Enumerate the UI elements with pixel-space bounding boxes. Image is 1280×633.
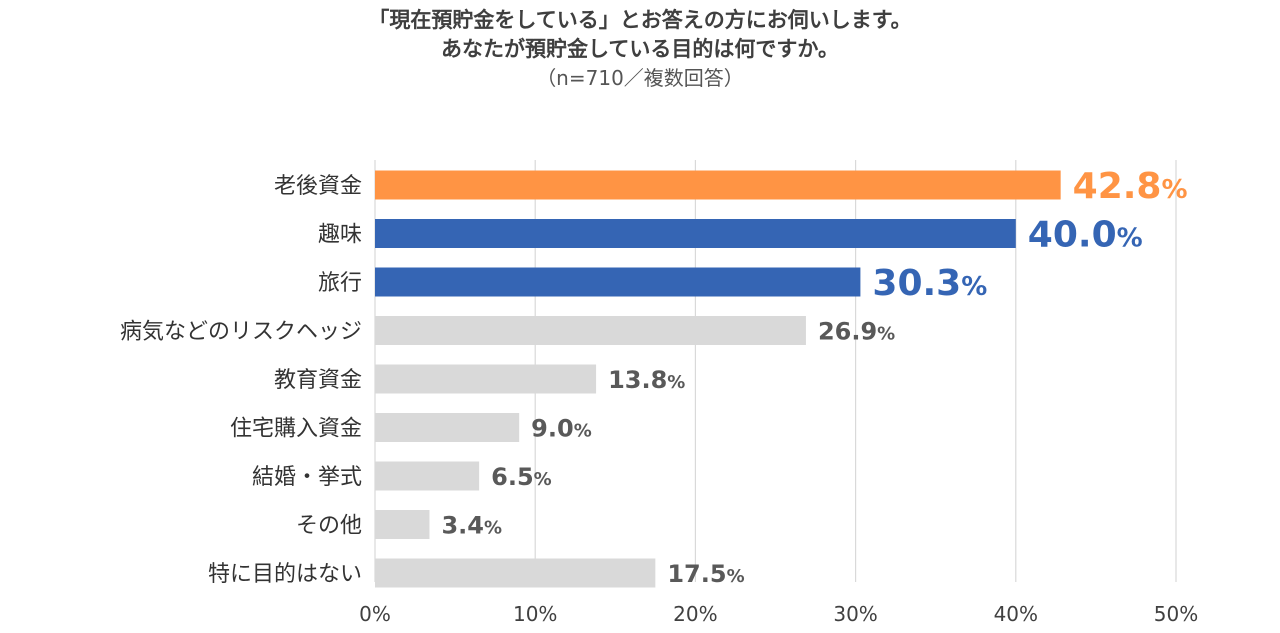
category-label-0: 老後資金 xyxy=(274,174,362,199)
chart-subtitle: （n=710／複数回答） xyxy=(536,66,744,90)
bar-6 xyxy=(375,461,480,491)
category-label-5: 住宅購入資金 xyxy=(230,417,362,442)
x-tick-label-2: 20% xyxy=(673,602,717,626)
category-label-7: その他 xyxy=(296,514,362,539)
value-label-7: 3.4% xyxy=(441,512,502,540)
value-label-3: 26.9% xyxy=(818,318,895,346)
bar-5 xyxy=(375,413,520,442)
bar-1 xyxy=(375,219,1016,248)
category-label-6: 結婚・挙式 xyxy=(252,465,362,490)
x-tick-label-4: 40% xyxy=(994,602,1038,626)
value-label-6: 6.5% xyxy=(491,463,552,491)
bar-7 xyxy=(375,510,430,539)
category-label-8: 特に目的はない xyxy=(208,562,362,587)
category-label-1: 趣味 xyxy=(318,223,362,248)
bar-3 xyxy=(375,316,806,345)
bar-8 xyxy=(375,558,656,588)
bar-4 xyxy=(375,364,597,394)
category-label-2: 旅行 xyxy=(318,271,362,296)
x-tick-label-3: 30% xyxy=(833,602,877,626)
value-label-4: 13.8% xyxy=(608,366,685,394)
x-tick-label-5: 50% xyxy=(1154,602,1198,626)
value-label-0: 42.8% xyxy=(1073,166,1188,207)
value-label-1: 40.0% xyxy=(1028,215,1143,256)
value-label-8: 17.5% xyxy=(667,560,744,588)
value-label-5: 9.0% xyxy=(531,415,592,443)
category-label-3: 病気などのリスクヘッジ xyxy=(120,320,362,345)
x-tick-label-1: 10% xyxy=(513,602,557,626)
bar-2 xyxy=(375,267,861,297)
value-label-2: 30.3% xyxy=(872,263,987,304)
chart-title-line-2: あなたが預貯金している目的は何ですか。 xyxy=(441,37,839,61)
chart-title-line-1: 「現在預貯金をしている」とお答えの方にお伺いします。 xyxy=(368,8,912,32)
chart-title-block: 「現在預貯金をしている」とお答えの方にお伺いします。 あなたが預貯金している目的… xyxy=(0,6,1280,93)
category-label-4: 教育資金 xyxy=(274,368,362,393)
x-tick-label-0: 0% xyxy=(359,602,391,626)
bar-0 xyxy=(375,170,1061,200)
